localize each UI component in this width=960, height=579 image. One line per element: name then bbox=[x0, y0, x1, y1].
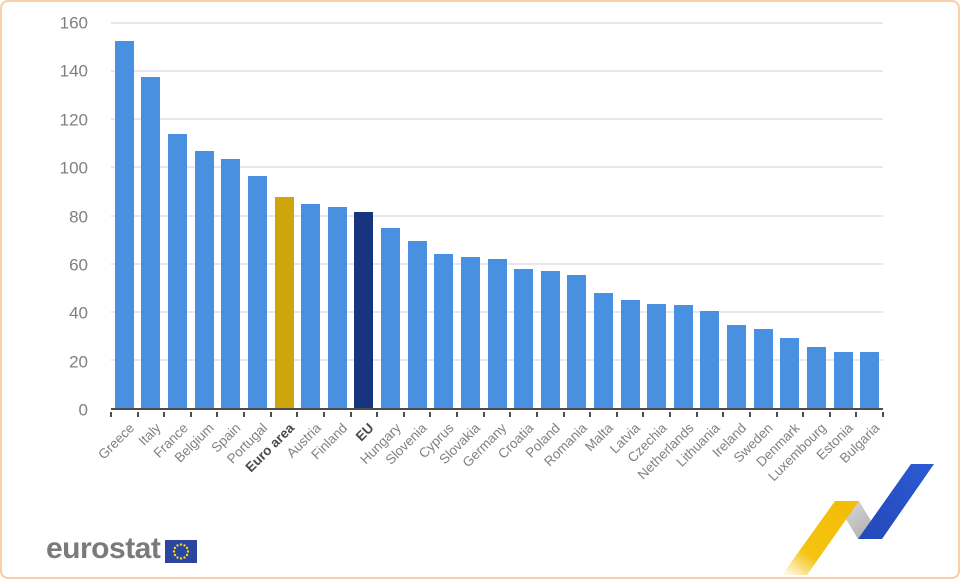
x-axis-tick bbox=[589, 412, 592, 417]
bar-bulgaria bbox=[860, 352, 880, 408]
x-axis-tick bbox=[828, 412, 831, 417]
bar-denmark bbox=[780, 337, 800, 408]
x-axis-tick bbox=[615, 412, 618, 417]
bar-croatia bbox=[514, 268, 534, 408]
bar-estonia bbox=[833, 351, 853, 408]
y-tick-label-120: 120 bbox=[59, 110, 88, 130]
x-axis-tick bbox=[163, 412, 166, 417]
bar-romania bbox=[567, 275, 587, 408]
plot-area bbox=[111, 22, 883, 410]
x-axis-tick bbox=[775, 412, 778, 417]
bar-sweden bbox=[753, 328, 773, 408]
x-axis-tick bbox=[509, 412, 512, 417]
bar-spain bbox=[221, 159, 241, 408]
bar-germany bbox=[487, 258, 507, 408]
bar-belgium bbox=[194, 151, 214, 408]
y-tick-label-160: 160 bbox=[59, 13, 88, 33]
bar-slovakia bbox=[460, 257, 480, 408]
bar-finland bbox=[327, 207, 347, 408]
y-tick-label-40: 40 bbox=[69, 303, 88, 323]
x-axis-tick bbox=[695, 412, 698, 417]
bar-portugal bbox=[247, 176, 267, 408]
x-axis-tick bbox=[642, 412, 645, 417]
x-axis-tick bbox=[349, 412, 352, 417]
bar-italy bbox=[141, 76, 161, 408]
x-axis-tick bbox=[110, 412, 112, 417]
x-axis-tick bbox=[322, 412, 325, 417]
bar-netherlands bbox=[673, 304, 693, 408]
y-tick-label-140: 140 bbox=[59, 61, 88, 81]
y-tick-label-0: 0 bbox=[78, 400, 88, 420]
y-tick-label-60: 60 bbox=[69, 255, 88, 275]
x-axis-tick bbox=[855, 412, 858, 417]
x-axis-tick bbox=[482, 412, 485, 417]
x-axis-tick bbox=[189, 412, 192, 417]
x-axis-tick bbox=[722, 412, 725, 417]
ribbon-blue-stripe bbox=[858, 464, 934, 539]
gridline-120 bbox=[111, 118, 883, 121]
bar-austria bbox=[301, 204, 321, 408]
eurostat-logo: eurostat bbox=[46, 532, 198, 565]
gridline-140 bbox=[111, 70, 883, 73]
x-axis-tick bbox=[802, 412, 805, 417]
bar-euro-area bbox=[274, 196, 294, 408]
x-axis-tick bbox=[882, 412, 884, 417]
x-axis-tick bbox=[402, 412, 405, 417]
x-axis-labels: Greece Italy France Belgium Spain Portugal Eur… bbox=[95, 411, 883, 531]
x-axis-tick bbox=[562, 412, 565, 417]
bar-france bbox=[168, 133, 188, 408]
bar-lithuania bbox=[700, 311, 720, 408]
x-axis-tick bbox=[269, 412, 272, 417]
x-axis-tick bbox=[456, 412, 459, 417]
gridline-160 bbox=[111, 22, 883, 24]
x-axis-tick bbox=[243, 412, 246, 417]
bar-poland bbox=[540, 271, 560, 408]
x-axis-tick bbox=[669, 412, 672, 417]
eurostat-logo-text: eurostat bbox=[46, 532, 161, 565]
x-axis-tick bbox=[376, 412, 379, 417]
y-tick-label-100: 100 bbox=[59, 158, 88, 178]
x-axis-tick bbox=[136, 412, 139, 417]
x-axis-ticks bbox=[110, 412, 884, 418]
gridline-80 bbox=[111, 214, 883, 217]
bar-greece bbox=[114, 41, 134, 408]
y-axis-labels: 0 20 40 60 80 100 120 140 160 bbox=[2, 15, 88, 419]
eu-flag-icon bbox=[165, 539, 198, 563]
bar-czechia bbox=[647, 304, 667, 408]
gridline-100 bbox=[111, 166, 883, 169]
bar-cyprus bbox=[434, 254, 454, 408]
eurostat-ribbon-logo bbox=[782, 464, 934, 575]
bar-latvia bbox=[620, 299, 640, 408]
bar-malta bbox=[593, 293, 613, 408]
x-axis-tick bbox=[748, 412, 751, 417]
x-axis-tick bbox=[216, 412, 219, 417]
y-tick-label-80: 80 bbox=[69, 207, 88, 226]
bar-eu bbox=[354, 211, 374, 408]
x-axis-tick bbox=[535, 412, 538, 417]
bar-hungary bbox=[381, 227, 401, 408]
bar-luxembourg bbox=[806, 346, 826, 408]
x-axis-tick bbox=[296, 412, 299, 417]
ribbon-yellow-stripe bbox=[782, 501, 859, 575]
bar-ireland bbox=[727, 325, 747, 408]
y-tick-label-20: 20 bbox=[69, 352, 88, 372]
x-label-greece: Greece bbox=[95, 420, 138, 463]
x-axis-tick bbox=[429, 412, 432, 417]
bar-slovenia bbox=[407, 240, 427, 408]
